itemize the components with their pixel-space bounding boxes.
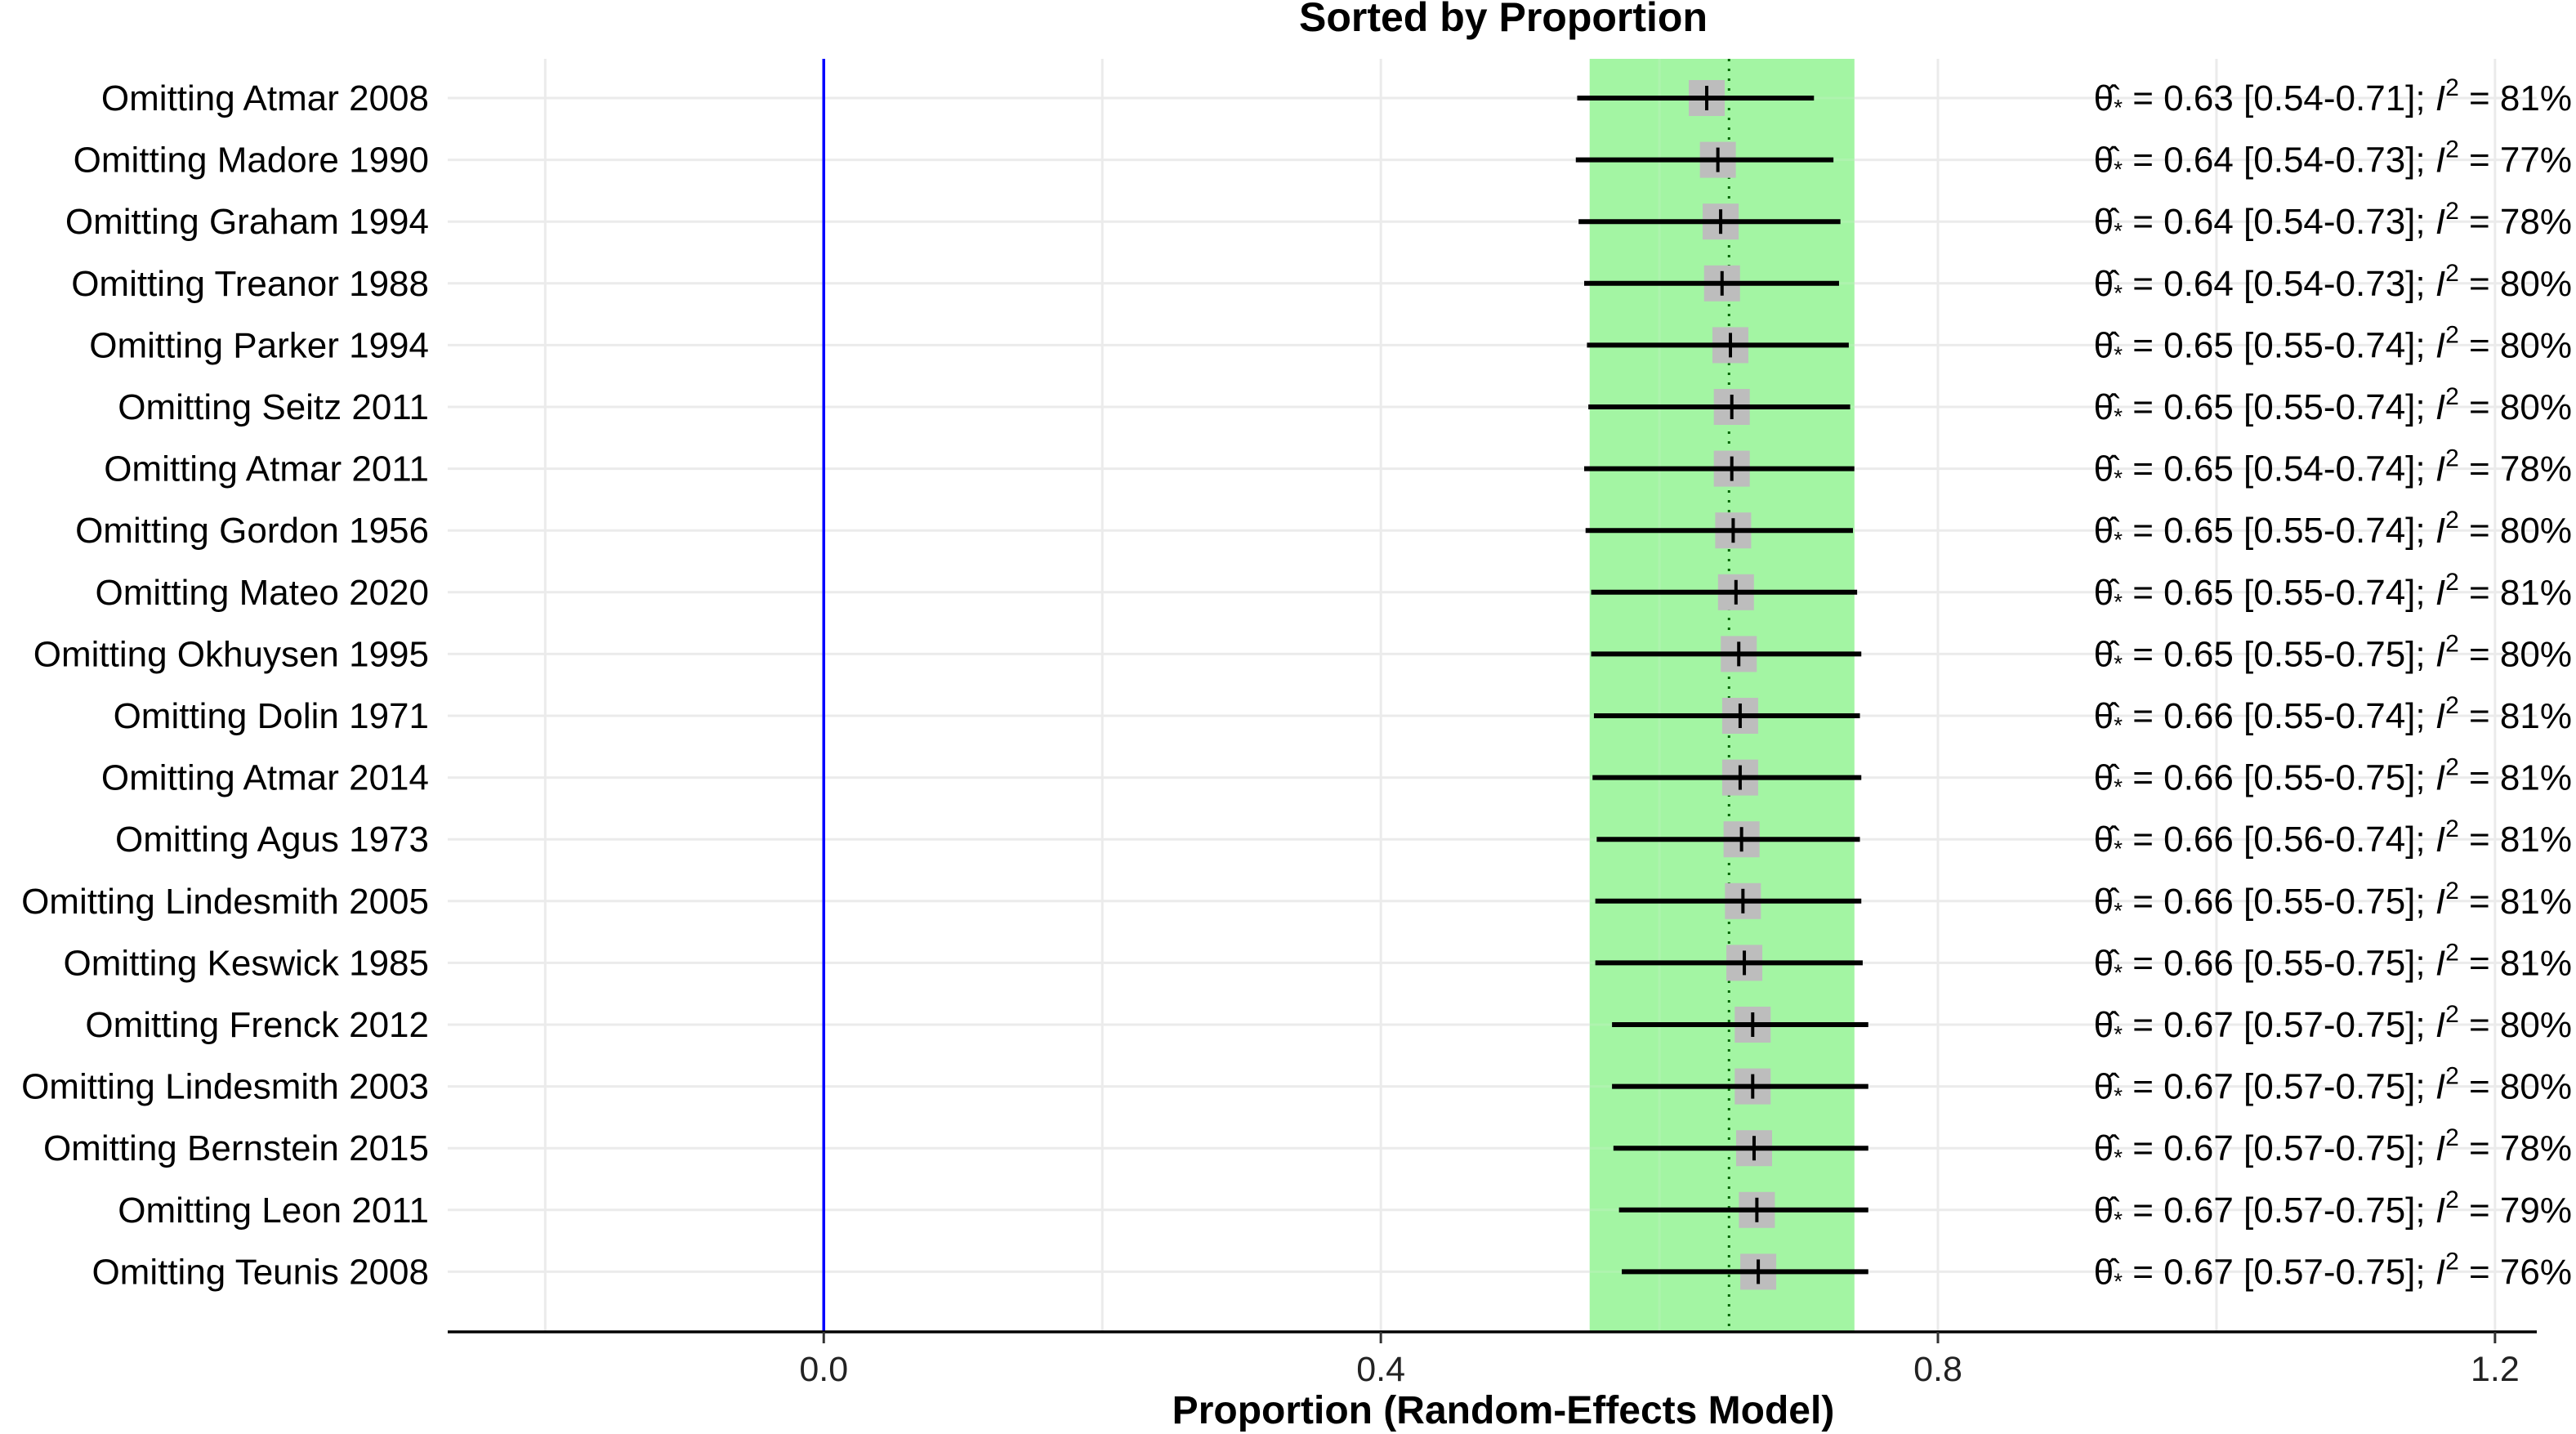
row-annotation: θ̂* = 0.66 [0.55-0.75]; I2 = 81%: [2094, 939, 2572, 985]
row-label: Omitting Lindesmith 2005: [21, 882, 429, 922]
row-label: Omitting Keswick 1985: [63, 943, 429, 983]
x-tick-label: 0.8: [1913, 1350, 1962, 1389]
row-annotation: θ̂* = 0.66 [0.56-0.74]; I2 = 81%: [2094, 815, 2572, 861]
pooled-ci-band-overlay: [1589, 59, 1855, 1332]
row-label: Omitting Madore 1990: [74, 141, 429, 181]
row-annotation: θ̂* = 0.65 [0.54-0.74]; I2 = 78%: [2094, 445, 2572, 491]
row-label: Omitting Mateo 2020: [96, 573, 429, 613]
row-label: Omitting Atmar 2008: [101, 78, 429, 118]
row-annotation: θ̂* = 0.67 [0.57-0.75]; I2 = 79%: [2094, 1186, 2572, 1232]
row-annotation: θ̂* = 0.65 [0.55-0.74]; I2 = 80%: [2094, 383, 2572, 429]
row-annotation: θ̂* = 0.64 [0.54-0.73]; I2 = 78%: [2094, 198, 2572, 243]
row-label: Omitting Parker 1994: [89, 325, 429, 365]
row-label: Omitting Agus 1973: [115, 820, 429, 860]
row-label: Omitting Seitz 2011: [118, 387, 429, 427]
chart-title: Sorted by Proportion: [1299, 0, 1708, 40]
row-annotation: θ̂* = 0.67 [0.57-0.75]; I2 = 80%: [2094, 1001, 2572, 1047]
row-label: Omitting Graham 1994: [65, 202, 429, 242]
row-annotation: θ̂* = 0.66 [0.55-0.75]; I2 = 81%: [2094, 754, 2572, 800]
row-label: Omitting Frenck 2012: [85, 1005, 429, 1045]
row-label: Omitting Lindesmith 2003: [21, 1067, 429, 1107]
row-label: Omitting Okhuysen 1995: [33, 634, 429, 674]
row-label: Omitting Atmar 2014: [101, 758, 429, 798]
row-label: Omitting Gordon 1956: [75, 511, 429, 551]
row-annotation: θ̂* = 0.65 [0.55-0.74]; I2 = 80%: [2094, 321, 2572, 367]
row-annotation: θ̂* = 0.66 [0.55-0.75]; I2 = 81%: [2094, 878, 2572, 923]
row-label: Omitting Teunis 2008: [92, 1252, 429, 1292]
row-annotation: θ̂* = 0.65 [0.55-0.74]; I2 = 80%: [2094, 507, 2572, 552]
x-axis-label: Proportion (Random-Effects Model): [1172, 1389, 1835, 1432]
row-annotation: θ̂* = 0.67 [0.57-0.75]; I2 = 78%: [2094, 1124, 2572, 1170]
x-tick-label: 0.4: [1356, 1350, 1405, 1389]
x-tick-label: 1.2: [2471, 1350, 2520, 1389]
row-annotation: θ̂* = 0.65 [0.55-0.75]; I2 = 80%: [2094, 630, 2572, 676]
row-label: Omitting Dolin 1971: [114, 696, 429, 736]
x-tick-label: 0.0: [799, 1350, 848, 1389]
row-label: Omitting Leon 2011: [118, 1191, 429, 1231]
row-label: Omitting Treanor 1988: [71, 264, 429, 304]
row-label: Omitting Bernstein 2015: [43, 1128, 429, 1168]
row-annotation: θ̂* = 0.63 [0.54-0.71]; I2 = 81%: [2094, 74, 2572, 120]
row-annotation: θ̂* = 0.67 [0.57-0.75]; I2 = 80%: [2094, 1063, 2572, 1109]
row-annotation: θ̂* = 0.65 [0.55-0.74]; I2 = 81%: [2094, 569, 2572, 614]
row-label: Omitting Atmar 2011: [104, 449, 429, 489]
row-annotation: θ̂* = 0.67 [0.57-0.75]; I2 = 76%: [2094, 1248, 2572, 1293]
plot-area: Omitting Atmar 2008 θ̂* = 0.63 [0.54-0.71…: [21, 59, 2572, 1389]
row-annotation: θ̂* = 0.64 [0.54-0.73]; I2 = 77%: [2094, 136, 2572, 182]
row-annotation: θ̂* = 0.64 [0.54-0.73]; I2 = 80%: [2094, 260, 2572, 306]
row-annotation: θ̂* = 0.66 [0.55-0.74]; I2 = 81%: [2094, 692, 2572, 738]
